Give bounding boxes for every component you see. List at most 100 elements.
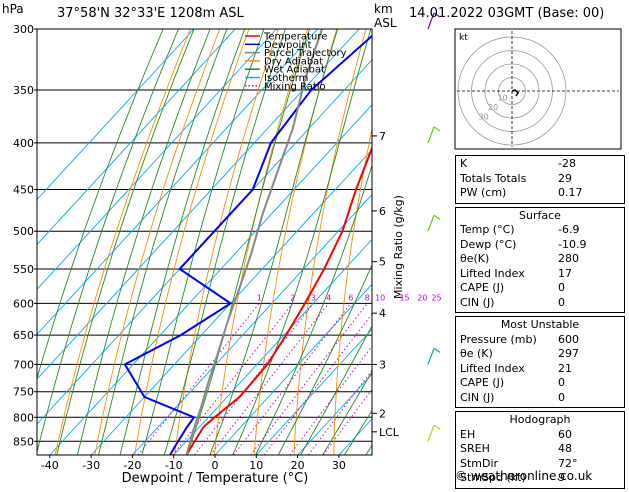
wind-barb (427, 126, 435, 144)
pressure-tick-label: 350 (13, 84, 34, 97)
isotherm-line (37, 29, 319, 335)
hodograph-ring-label: 10 (497, 93, 507, 102)
mu-row: Lifted Index 21 (460, 361, 572, 375)
diagram-lines (37, 29, 454, 455)
wind-barb (427, 348, 435, 365)
parcel-trajectory-line (185, 29, 323, 455)
pressure-tick-label: 600 (13, 297, 34, 310)
km-tick-label: 4 (379, 307, 386, 320)
km-tick-label: 2 (379, 407, 386, 420)
pressure-tick-label: 700 (13, 358, 34, 371)
wet-adiabat-line (186, 29, 310, 455)
wind-barb (433, 12, 441, 18)
plot-frame (36, 28, 373, 456)
mixing-ratio-label: 6 (348, 293, 353, 302)
temp-tick-label: -30 (82, 459, 100, 472)
asl-label: ASL (374, 16, 397, 30)
hodograph-box: Hodograph EH 60 SREH 48 StmDir 72° StmSpd (… (455, 411, 625, 489)
wet-adiabat-line (56, 29, 195, 455)
wind-barbs (427, 12, 441, 442)
temp-tick-label: 0 (212, 459, 219, 472)
pressure-tick-label: 400 (13, 137, 34, 150)
pressure-tick-label: 850 (13, 435, 34, 448)
wind-barb (433, 347, 441, 353)
wet-adiabat-line (37, 29, 164, 380)
hodo-row: SREH 48 (460, 442, 572, 455)
mixing-ratio-line (137, 303, 260, 455)
temp-tick-label: 20 (291, 459, 305, 472)
pressure-tick-label: 300 (13, 23, 34, 36)
index-row-totals: Totals Totals 29 (460, 171, 572, 185)
wet-adiabat-line (163, 29, 286, 455)
mu-row: CAPE (J) 0 (460, 376, 565, 389)
mu-row: Pressure (mb) 600 (460, 332, 579, 346)
isotherm-line (255, 328, 372, 455)
isotherm-line (132, 193, 372, 455)
pressure-tick-label: 550 (13, 263, 34, 276)
mu-row: θe (K) 297 (460, 347, 579, 360)
datetime-title: 14.01.2022 03GMT (Base: 00) (409, 6, 605, 21)
hodo-row: StmDir 72° (460, 456, 578, 470)
isotherm-line (37, 29, 195, 201)
surface-row: CAPE (J) 0 (460, 281, 565, 294)
legend-entry: Temperature (263, 32, 327, 43)
km-label: km (374, 2, 393, 16)
mixing-ratio-label: 25 (431, 293, 441, 302)
wet-adiabat-line (255, 163, 372, 455)
dry-adiabat-line (253, 29, 338, 455)
profile-lines (123, 29, 372, 455)
wind-barb (427, 12, 435, 30)
mixing-ratio-line (250, 303, 368, 455)
mixing-ratio-label: 15 (399, 293, 409, 302)
mu-row: CIN (J) 0 (460, 390, 565, 404)
mixing-ratio-label: 8 (365, 293, 370, 302)
km-tick-label: 3 (379, 358, 386, 371)
wet-adiabat-line (141, 29, 265, 455)
mixing-ratio-label: 20 (417, 293, 427, 302)
isotherm-line (37, 29, 236, 246)
most-unstable-box: Most Unstable Pressure (mb) 600 θe (K) 297… (455, 316, 625, 408)
pressure-tick-label: 750 (13, 386, 34, 399)
mixing-ratio-line (209, 303, 329, 455)
temp-tick-label: 30 (332, 459, 346, 472)
axes: 1 2 3 4 6 8 10 15 20 2530035040045050055060065070… (13, 23, 442, 472)
dry-adiabat-line (333, 127, 372, 455)
wind-barb (427, 215, 435, 232)
isotherm-line (90, 149, 372, 455)
legend-entry: Dewpoint (264, 40, 312, 51)
dry-adiabat-line (94, 29, 221, 455)
wet-adiabat-line (322, 370, 372, 455)
temperature-line (185, 145, 372, 455)
hodograph-ring-label: 30 (479, 112, 489, 121)
wet-adiabat-line (277, 263, 372, 455)
legend-entry: Isotherm (264, 73, 308, 84)
indices-box: K -28 Totals Totals 29 PW (cm) 0.17 (455, 155, 625, 204)
legend-entry: Parcel Trajectory (264, 48, 347, 59)
wind-barb (427, 425, 435, 442)
hodo-row: EH 60 (460, 427, 572, 441)
km-tick-label: LCL (379, 426, 400, 439)
mixing-ratio-axis-label: Mixing Ratio (g/kg) (392, 195, 405, 299)
isotherm-line (214, 283, 372, 455)
km-tick-label: 5 (379, 256, 386, 269)
hpa-label: hPa (2, 2, 24, 16)
isotherm-line (37, 29, 360, 380)
dry-adiabat-line (54, 29, 191, 455)
temp-tick-label: 10 (249, 459, 263, 472)
temp-tick-label: -20 (123, 459, 141, 472)
pressure-tick-label: 650 (13, 329, 34, 342)
dewpoint-line (123, 34, 372, 455)
wet-adiabat-line (209, 29, 339, 455)
surface-row: CIN (J) 0 (460, 295, 565, 309)
most-unstable-title: Most Unstable (500, 318, 580, 331)
surface-row: Lifted Index 17 (460, 266, 572, 280)
isotherm-line (49, 104, 372, 455)
surface-title: Surface (519, 208, 561, 222)
indices-panel: K -28 Totals Totals 29 PW (cm) 0.17 Surface… (455, 155, 625, 492)
legend-entry: Dry Adiabat (264, 56, 323, 67)
mixing-ratio-line (307, 369, 372, 455)
dry-adiabat-line (412, 29, 454, 455)
wind-barb (433, 214, 441, 220)
